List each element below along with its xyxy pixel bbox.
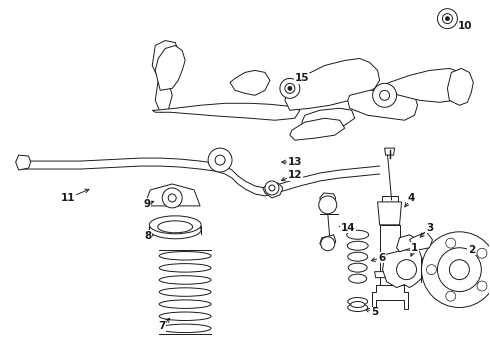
Polygon shape [320,235,336,250]
Circle shape [446,238,456,248]
Ellipse shape [347,230,368,239]
Polygon shape [385,148,394,155]
Polygon shape [382,196,397,202]
Ellipse shape [149,221,201,239]
Ellipse shape [348,252,368,261]
Polygon shape [348,88,417,120]
Circle shape [438,248,481,292]
Polygon shape [152,103,300,120]
Polygon shape [16,155,30,170]
Polygon shape [152,41,180,80]
Text: 3: 3 [426,223,433,233]
Circle shape [168,194,176,202]
Polygon shape [371,285,408,310]
Ellipse shape [348,298,368,306]
Polygon shape [290,118,345,140]
Ellipse shape [349,274,367,283]
Polygon shape [380,225,399,285]
Circle shape [288,86,292,90]
Polygon shape [375,272,405,278]
Circle shape [265,181,279,195]
Circle shape [319,196,337,214]
Text: 11: 11 [61,193,76,203]
Circle shape [280,78,300,98]
Circle shape [445,17,449,21]
Polygon shape [155,45,185,90]
Text: 4: 4 [408,193,415,203]
Circle shape [215,155,225,165]
Text: 13: 13 [288,157,302,167]
Circle shape [321,237,335,251]
Polygon shape [410,232,433,250]
Ellipse shape [348,303,368,311]
Circle shape [208,148,232,172]
Text: 2: 2 [468,245,475,255]
Circle shape [421,232,490,307]
Text: 12: 12 [288,170,302,180]
Circle shape [380,90,390,100]
Polygon shape [155,80,172,112]
Polygon shape [285,58,380,110]
Circle shape [477,248,487,258]
Circle shape [438,9,457,28]
Circle shape [269,185,275,191]
Text: 8: 8 [145,231,152,241]
Polygon shape [378,202,401,225]
Polygon shape [144,184,200,206]
Circle shape [162,188,182,208]
Polygon shape [371,68,467,102]
Text: 1: 1 [411,243,418,253]
Text: 10: 10 [458,21,473,31]
Circle shape [426,265,437,275]
Text: 9: 9 [144,199,151,209]
Ellipse shape [348,263,367,272]
Polygon shape [230,71,270,95]
Text: 5: 5 [371,307,378,318]
Ellipse shape [347,241,368,250]
Polygon shape [396,235,415,252]
Text: 6: 6 [378,253,385,263]
Circle shape [372,84,396,107]
Ellipse shape [149,216,201,234]
Circle shape [446,291,456,301]
Polygon shape [383,250,424,288]
Circle shape [477,281,487,291]
Circle shape [396,260,416,280]
Polygon shape [263,183,283,198]
Text: 14: 14 [341,223,355,233]
Circle shape [449,260,469,280]
Ellipse shape [158,221,193,233]
Circle shape [442,14,452,24]
Text: 7: 7 [159,321,166,332]
Circle shape [285,84,295,93]
Polygon shape [447,68,473,105]
Polygon shape [302,108,355,130]
Ellipse shape [351,302,365,307]
Polygon shape [320,193,336,205]
Text: 15: 15 [294,73,309,84]
